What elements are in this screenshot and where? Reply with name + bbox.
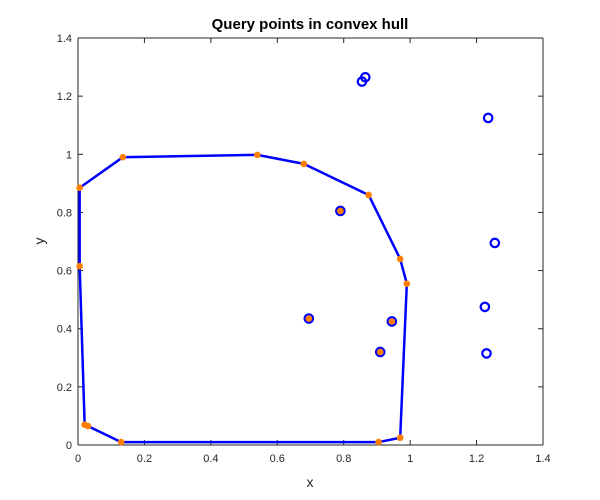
query-points-layer bbox=[303, 71, 501, 359]
y-tick-label: 0.8 bbox=[57, 207, 72, 219]
query-point-marker bbox=[360, 71, 371, 83]
hull-vertex-point bbox=[254, 151, 261, 159]
y-tick-label: 0.6 bbox=[57, 266, 72, 278]
hull-vertex-point bbox=[119, 153, 127, 161]
hull-vertex-point bbox=[403, 280, 411, 287]
chart-title: Query points in convex hull bbox=[212, 16, 409, 33]
hull-vertex-point bbox=[76, 184, 83, 192]
inside-point-marker bbox=[305, 315, 313, 322]
y-tick-label: 0 bbox=[66, 440, 72, 452]
x-tick-label: 1.2 bbox=[469, 453, 484, 465]
x-tick-label: 0.8 bbox=[336, 453, 351, 465]
hull-vertex-point bbox=[81, 421, 88, 428]
x-tick-label: 0.6 bbox=[270, 453, 285, 465]
y-tick-label: 1.4 bbox=[57, 33, 72, 45]
x-axis-label: x bbox=[307, 474, 314, 490]
query-point-marker bbox=[489, 237, 501, 249]
query-point-marker bbox=[479, 301, 491, 313]
hull-vertex-point bbox=[365, 191, 372, 199]
x-tick-label: 0.2 bbox=[137, 453, 152, 465]
hull-vertex-point bbox=[375, 438, 382, 446]
convex-hull-layer bbox=[76, 151, 411, 446]
x-tick-label: 1.4 bbox=[535, 453, 550, 465]
inside-point-marker bbox=[337, 207, 344, 215]
y-tick-label: 1 bbox=[66, 149, 72, 161]
hull-vertex-point bbox=[76, 262, 83, 270]
query-point-marker bbox=[374, 346, 386, 358]
query-point-marker bbox=[481, 348, 492, 359]
y-tick-label: 0.2 bbox=[57, 382, 72, 394]
x-tick-label: 0 bbox=[75, 453, 81, 465]
hull-vertex-point bbox=[300, 160, 308, 168]
y-tick-label: 1.2 bbox=[57, 91, 72, 103]
hull-vertex-point bbox=[396, 255, 404, 263]
query-point-marker bbox=[335, 205, 346, 217]
query-point-marker bbox=[386, 316, 398, 327]
hull-vertex-point bbox=[117, 438, 125, 446]
plot-axes: 0 0.2 0.4 0.6 0.8 1 1.2 1.4 0 0.2 0.4 0.6 0.8 1 1.2 1.4 bbox=[57, 33, 551, 465]
x-tick-label: 1 bbox=[407, 453, 413, 465]
y-tick-label: 0.4 bbox=[57, 324, 72, 336]
inside-point-marker bbox=[388, 318, 396, 325]
x-tick-label: 0.4 bbox=[203, 453, 218, 465]
hull-vertex-point bbox=[396, 434, 404, 442]
y-axis-label: y bbox=[31, 238, 47, 245]
inside-point-marker bbox=[376, 348, 384, 356]
query-point-marker bbox=[482, 112, 494, 124]
query-point-marker bbox=[303, 313, 315, 324]
